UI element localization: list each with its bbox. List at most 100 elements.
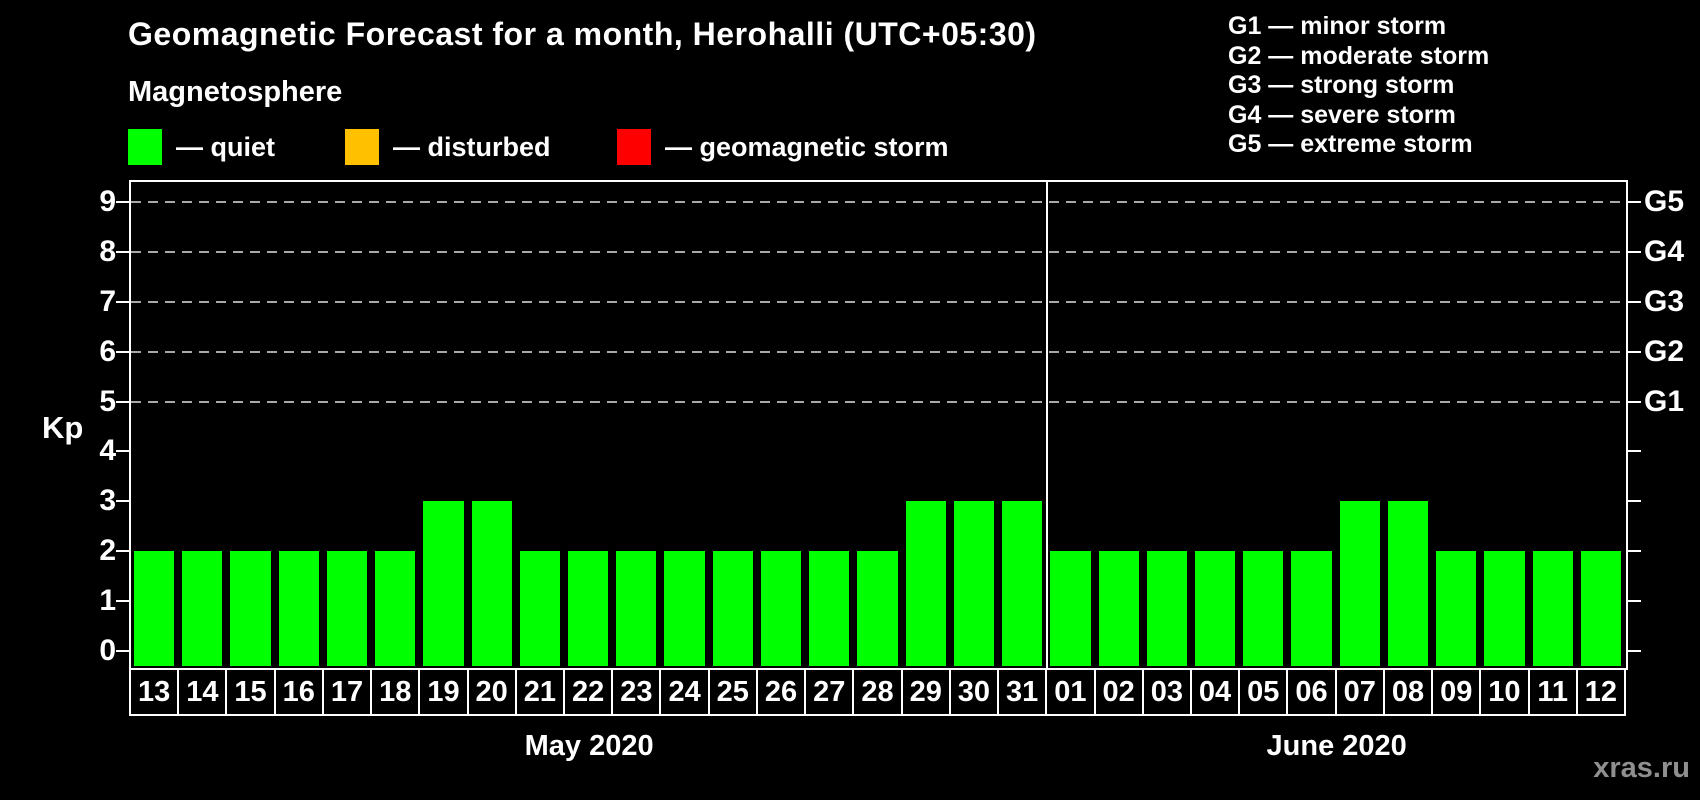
- kp-bar: [1580, 551, 1621, 666]
- left-axis-tick: [116, 450, 130, 453]
- day-box: 31: [997, 668, 1048, 716]
- watermark: xras.ru: [1593, 752, 1690, 784]
- y-tick-label: 2: [99, 534, 116, 568]
- right-axis-tick: [1627, 300, 1641, 303]
- gridline-kp8: [131, 250, 1626, 253]
- y-tick-label: 8: [99, 234, 116, 268]
- left-axis-tick: [116, 200, 130, 203]
- g-scale-line: G4 — severe storm: [1228, 100, 1456, 129]
- right-axis-tick: [1627, 650, 1641, 652]
- day-box: 19: [418, 668, 469, 716]
- legend-item-disturbed: — disturbed: [345, 128, 551, 166]
- day-box: 18: [370, 668, 421, 716]
- g-scale-legend: G1 — minor storm G2 — moderate storm G3 …: [1228, 12, 1489, 160]
- right-axis-tick: [1627, 450, 1641, 453]
- kp-bar: [1532, 551, 1573, 666]
- day-box: 12: [1575, 668, 1626, 716]
- kp-bar: [134, 551, 175, 666]
- chart-subtitle: Magnetosphere: [128, 76, 343, 108]
- kp-bar: [278, 551, 319, 666]
- left-axis-tick: [116, 300, 130, 303]
- chart-title: Geomagnetic Forecast for a month, Heroha…: [128, 16, 1037, 52]
- g-scale-line: G3 — strong storm: [1228, 71, 1455, 99]
- day-box: 14: [177, 668, 228, 716]
- day-box: 10: [1479, 668, 1530, 716]
- kp-bar: [760, 551, 802, 666]
- day-box: 05: [1238, 668, 1289, 716]
- legend-item-storm: — geomagnetic storm: [617, 128, 949, 166]
- kp-bar: [1243, 551, 1284, 666]
- day-box: 21: [514, 668, 566, 716]
- y-tick-label: 9: [99, 184, 116, 218]
- legend-item-quiet: — quiet: [128, 128, 275, 166]
- day-box: 06: [1286, 668, 1337, 716]
- y-tick-label: 7: [99, 284, 116, 318]
- kp-bar: [326, 551, 368, 666]
- kp-bar: [1098, 551, 1139, 666]
- kp-bar: [1194, 551, 1236, 666]
- gridline-kp7: [131, 300, 1626, 303]
- kp-bar: [519, 551, 561, 666]
- kp-bar: [182, 551, 223, 666]
- y-tick-label: 4: [99, 434, 116, 468]
- day-box: 17: [321, 668, 373, 716]
- gridline-kp9: [131, 200, 1626, 203]
- kp-bar: [1146, 551, 1187, 666]
- left-axis-tick: [116, 400, 130, 403]
- day-box: 22: [563, 668, 614, 716]
- kp-bar: [1436, 551, 1477, 666]
- day-box: 13: [129, 668, 180, 716]
- left-axis-tick: [116, 600, 130, 603]
- g-axis-label: G1: [1644, 384, 1685, 418]
- g-axis-label: G3: [1644, 284, 1685, 318]
- day-box: 26: [755, 668, 807, 716]
- day-box: 24: [659, 668, 710, 716]
- kp-bar: [1291, 551, 1332, 666]
- g-axis-label: G4: [1644, 234, 1685, 268]
- right-axis-tick: [1627, 400, 1641, 403]
- right-axis-tick: [1627, 200, 1641, 203]
- day-box: 20: [466, 668, 517, 716]
- day-box: 07: [1334, 668, 1385, 716]
- left-axis-tick: [116, 650, 130, 652]
- day-box: 29: [900, 668, 951, 716]
- kp-bar: [1484, 551, 1525, 666]
- day-box: 09: [1431, 668, 1482, 716]
- day-box: 01: [1045, 668, 1096, 716]
- month-separator: [1046, 182, 1049, 668]
- gridline-kp6: [131, 350, 1626, 353]
- day-box: 16: [273, 668, 324, 716]
- kp-bar: [1339, 501, 1380, 666]
- kp-bar: [423, 501, 464, 666]
- g-axis-label: G5: [1644, 184, 1685, 218]
- kp-bar: [375, 551, 416, 666]
- right-axis-tick: [1627, 350, 1641, 353]
- day-box: 08: [1382, 668, 1434, 716]
- month-label-june: June 2020: [1266, 730, 1407, 762]
- disturbed-color-swatch: [345, 129, 379, 165]
- g-scale-line: G1 — minor storm: [1228, 12, 1447, 40]
- y-tick-label: 0: [99, 634, 116, 667]
- storm-color-swatch: [617, 129, 651, 165]
- kp-bar: [1002, 501, 1043, 666]
- quiet-label: — quiet: [176, 131, 275, 162]
- day-box: 30: [948, 668, 1000, 716]
- day-box: 27: [804, 668, 855, 716]
- kp-bar: [616, 551, 657, 666]
- kp-bar: [471, 501, 512, 666]
- right-axis-tick: [1627, 500, 1641, 503]
- day-box: 25: [707, 668, 758, 716]
- kp-bar: [230, 551, 271, 666]
- day-box: 03: [1141, 668, 1192, 716]
- y-tick-label: 3: [99, 484, 116, 518]
- gridline-kp5: [131, 400, 1626, 403]
- kp-bar: [664, 551, 705, 666]
- kp-bar: [712, 551, 753, 666]
- y-axis-label: Kp: [42, 410, 84, 445]
- g-scale-line: G5 — extreme storm: [1228, 130, 1473, 158]
- left-axis-tick: [116, 250, 130, 253]
- y-tick-label: 1: [99, 584, 116, 618]
- disturbed-label: — disturbed: [393, 131, 551, 162]
- day-box: 04: [1189, 668, 1241, 716]
